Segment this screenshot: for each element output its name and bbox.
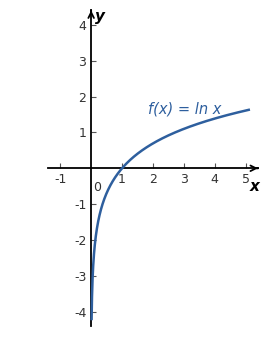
Text: y: y xyxy=(95,9,105,24)
Text: x: x xyxy=(250,179,260,194)
Text: f(x) = ln x: f(x) = ln x xyxy=(148,102,222,117)
Text: 0: 0 xyxy=(94,181,102,194)
